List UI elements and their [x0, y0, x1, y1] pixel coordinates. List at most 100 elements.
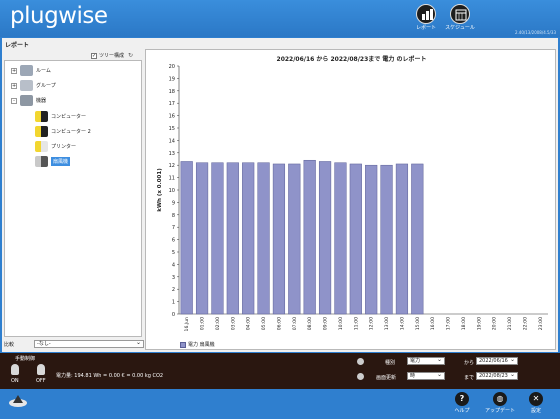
x-tick-label: 11:00	[353, 317, 359, 330]
update-label: アップデート	[484, 408, 515, 414]
footer-controls: 手動制御 ON OFF 電力量: 194.81 Wh = 0.00 € = 0.…	[0, 353, 560, 389]
chart-legend: 電力 扇風機	[180, 341, 215, 348]
expand-icon[interactable]: +	[11, 82, 17, 89]
settings-label: 設定	[530, 408, 541, 414]
x-tick-label: 18:00	[461, 317, 467, 330]
app-logo: plugwise	[10, 3, 108, 29]
report-button[interactable]: レポート	[408, 4, 444, 31]
computer-icon	[35, 126, 48, 137]
type-icon	[357, 358, 364, 365]
y-tick-label: 10	[169, 188, 175, 194]
x-tick-label: 03:00	[230, 317, 236, 330]
manual-control-title: 手動制御	[15, 356, 36, 362]
energy-summary: 電力量: 194.81 Wh = 0.00 € = 0.00 kg CO2	[56, 373, 164, 379]
tree-item-label: 扇風機	[51, 157, 71, 166]
x-tick-label: 06:00	[276, 317, 282, 330]
x-tick-label: 07:00	[292, 317, 298, 330]
report-icon	[416, 4, 436, 24]
report-button-label: レポート	[415, 25, 436, 31]
tree-item-label: コンピューター 2	[51, 129, 91, 135]
x-tick-label: 01:00	[200, 317, 206, 330]
chart-bar	[380, 164, 393, 315]
y-tick-label: 4	[172, 262, 175, 268]
y-tick-label: 16	[169, 114, 175, 120]
warning-icon[interactable]	[8, 394, 28, 408]
x-tick-label: 09:00	[323, 317, 329, 330]
x-tick-label: 14:00	[399, 317, 405, 330]
tree-item-printer[interactable]: プリンター	[35, 141, 76, 152]
x-tick-label: 05:00	[261, 317, 267, 330]
chart-bar	[242, 162, 255, 315]
y-tick-label: 5	[172, 250, 175, 256]
x-tick-label: 23:00	[538, 317, 544, 330]
y-tick-label: 2	[172, 287, 175, 293]
legend-label: 電力 扇風機	[188, 342, 215, 348]
refresh-select[interactable]: 時	[407, 371, 445, 380]
off-label: OFF	[36, 378, 46, 384]
devices-icon	[20, 95, 33, 106]
chart-bar	[226, 162, 239, 315]
bulb-on-icon[interactable]	[11, 364, 19, 375]
y-tick-label: 1	[172, 300, 175, 306]
chart-bar	[318, 161, 332, 315]
to-date[interactable]: 2022/08/23	[476, 371, 518, 380]
settings-button[interactable]: ✕ 設定	[520, 392, 552, 414]
help-icon: ?	[455, 392, 469, 406]
y-tick-label: 13	[169, 151, 175, 157]
tree-item-computer[interactable]: コンピューター	[35, 111, 86, 122]
tree-item-devices[interactable]: - 機器	[11, 95, 46, 106]
printer-icon	[35, 141, 48, 152]
y-tick-label: 3	[172, 275, 175, 281]
y-tick-label: 15	[169, 126, 175, 132]
chart-bar	[334, 162, 347, 315]
tree-item-fan[interactable]: 扇風機	[35, 156, 71, 167]
refresh-rate-icon	[357, 373, 364, 380]
on-label: ON	[11, 378, 19, 384]
chart-bar	[395, 163, 409, 315]
bulb-off-icon[interactable]	[37, 364, 45, 375]
chart-bar	[288, 163, 301, 315]
header-bar: plugwise レポート スケジュール 2.40/13/2008/4.5/33	[0, 0, 560, 37]
schedule-icon	[450, 4, 470, 24]
x-tick-label: 20:00	[492, 317, 498, 330]
tree-item-computer-2[interactable]: コンピューター 2	[35, 126, 91, 137]
globe-icon: ◍	[493, 392, 507, 406]
tree-item-room[interactable]: + ルーム	[11, 65, 51, 76]
tree-item-label: グループ	[36, 83, 56, 89]
x-tick-label: 16:00	[430, 317, 436, 330]
chart-bar	[411, 163, 424, 315]
y-tick-label: 11	[169, 176, 175, 182]
help-button[interactable]: ? ヘルプ	[446, 392, 478, 414]
tree-toggle-label: ツリー構成	[99, 53, 125, 59]
collapse-icon[interactable]: -	[11, 97, 17, 104]
chart-bar	[349, 163, 362, 315]
schedule-button[interactable]: スケジュール	[442, 4, 478, 31]
type-select[interactable]: 電力	[407, 356, 445, 365]
tree-item-group[interactable]: + グループ	[11, 80, 56, 91]
tree-toggle[interactable]: ✓ ツリー構成 ↻	[91, 52, 133, 59]
tree-checkbox[interactable]: ✓	[91, 52, 97, 59]
x-tick-label: 02:00	[215, 317, 221, 330]
y-axis-title: kWh (x 0.001)	[157, 168, 163, 212]
y-tick-label: 20	[169, 64, 175, 70]
update-button[interactable]: ◍ アップデート	[484, 392, 516, 414]
x-tick-label: 04:00	[246, 317, 252, 330]
chart-bar	[180, 161, 193, 315]
from-label: から	[464, 360, 475, 366]
compare-select[interactable]: -なし-	[34, 339, 145, 348]
tree-item-label: 機器	[36, 98, 47, 104]
x-tick-label: 21:00	[507, 317, 513, 330]
type-label: 種別	[385, 360, 396, 366]
computer-icon	[35, 111, 48, 122]
x-tick-label: 08:00	[307, 317, 313, 330]
x-tick-label: 19:00	[476, 317, 482, 330]
chart-title: 2022/06/16 から 2022/08/23まで 電力 のレポート	[276, 56, 427, 63]
tree-item-label: プリンター	[51, 144, 77, 150]
from-date[interactable]: 2022/06/16	[476, 356, 518, 365]
expand-icon[interactable]: +	[11, 67, 17, 74]
x-tick-label: 16.Jun	[184, 317, 190, 332]
legend-swatch	[180, 341, 186, 348]
refresh-icon[interactable]: ↻	[128, 52, 134, 59]
